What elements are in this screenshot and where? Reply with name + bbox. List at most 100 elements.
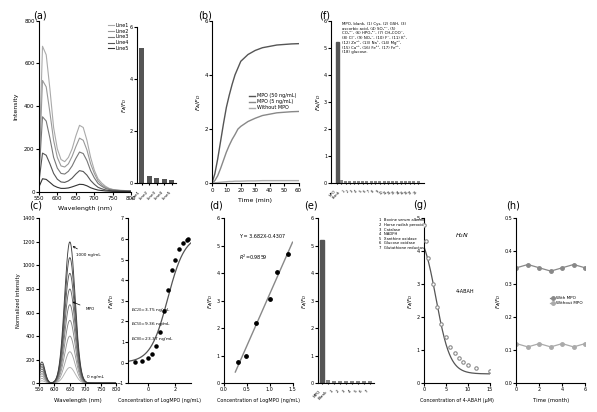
Y-axis label: Intensity: Intensity [14, 92, 19, 120]
With MPO [581, 265, 589, 270]
Line4 [91, 182, 98, 187]
MPO (50 ng/mL) [208, 181, 216, 186]
Line3 [124, 189, 131, 194]
MPO (5 ng/mL) [281, 110, 288, 115]
Point [156, 328, 165, 335]
Y-axis label: $F_A/F_D$: $F_A/F_D$ [120, 97, 128, 113]
MPO (5 ng/mL) [273, 110, 281, 115]
Without MPO [237, 179, 244, 184]
Point [432, 304, 442, 311]
X-axis label: Concentration of LogMPO (ng/mL): Concentration of LogMPO (ng/mL) [118, 398, 201, 403]
Line5 [57, 186, 64, 191]
Point [152, 343, 161, 349]
Line1 [50, 125, 57, 130]
Line1 [94, 176, 101, 181]
Line1 [102, 184, 109, 189]
Line1 [109, 187, 116, 192]
Without MPO [524, 344, 531, 349]
Without MPO [229, 179, 236, 184]
With MPO [570, 262, 577, 267]
Text: $EC_{80}$=23.37 ng/mL: $EC_{80}$=23.37 ng/mL [131, 335, 174, 343]
Bar [378, 180, 381, 183]
Line4 [113, 188, 120, 193]
Bar [357, 180, 360, 183]
Line3 [76, 150, 83, 154]
Without MPO [273, 178, 281, 183]
Line2 [65, 162, 72, 166]
Line4 [47, 162, 54, 166]
With MPO [536, 265, 543, 270]
X-axis label: Concentration of 4-ABAH (μM): Concentration of 4-ABAH (μM) [420, 398, 494, 403]
MPO (5 ng/mL) [226, 143, 233, 148]
With MPO [559, 265, 566, 270]
Line: Without MPO: Without MPO [212, 180, 298, 183]
Line4 [109, 188, 116, 193]
Text: 1000 ng/mL: 1000 ng/mL [73, 246, 101, 257]
Bar [356, 381, 360, 383]
Line1 [84, 138, 91, 143]
Line2 [72, 144, 79, 149]
Line3 [116, 188, 124, 193]
Line4 [87, 178, 94, 183]
Without MPO [223, 179, 230, 184]
Point [463, 362, 472, 368]
MPO (5 ng/mL) [220, 158, 227, 163]
Without MPO [266, 178, 273, 183]
Line2 [50, 138, 57, 143]
Line3 [84, 158, 91, 163]
Line5 [98, 188, 105, 193]
Line1 [69, 146, 76, 151]
Bar [365, 180, 368, 183]
Bar [338, 381, 342, 383]
Line2 [94, 178, 101, 183]
MPO (50 ng/mL) [259, 45, 266, 50]
Line3 [47, 136, 54, 140]
Bar [147, 176, 152, 183]
Line5 [109, 189, 116, 194]
MPO (50 ng/mL) [226, 93, 233, 98]
Line5 [35, 185, 42, 190]
Line2 [79, 138, 87, 143]
Line1 [116, 188, 124, 193]
Line2 [61, 164, 68, 169]
Text: 0 ng/mL: 0 ng/mL [87, 375, 104, 379]
Line2 [91, 171, 98, 176]
Without MPO [244, 178, 251, 183]
Bar [170, 180, 174, 183]
MPO (50 ng/mL) [217, 139, 224, 144]
Line5 [116, 189, 124, 194]
MPO (5 ng/mL) [244, 119, 251, 124]
Line3 [94, 181, 101, 186]
Bar [383, 180, 386, 183]
X-axis label: Concentration of LogMPO (ng/mL): Concentration of LogMPO (ng/mL) [217, 398, 300, 403]
Point [445, 344, 455, 350]
Line5 [79, 182, 87, 187]
Without MPO [559, 341, 566, 346]
Bar [362, 381, 366, 383]
Line1 [98, 180, 105, 185]
Line5 [87, 185, 94, 190]
Line3 [121, 188, 128, 193]
Bar [404, 180, 407, 183]
Without MPO [259, 178, 266, 183]
MPO (50 ng/mL) [220, 121, 227, 126]
Point [423, 255, 433, 261]
Bar [332, 381, 336, 383]
MPO (5 ng/mL) [208, 181, 216, 186]
Line3 [57, 171, 64, 176]
Line4 [50, 171, 57, 176]
Without MPO [234, 179, 241, 184]
Line4 [54, 177, 61, 182]
Line5 [124, 189, 131, 194]
Line: Line3: Line3 [39, 117, 131, 191]
Text: $H_2N$: $H_2N$ [456, 232, 469, 241]
Line2 [102, 185, 109, 190]
Line4 [98, 186, 105, 191]
Bar [340, 180, 343, 183]
Line5 [47, 180, 54, 185]
Line: Line1: Line1 [39, 46, 131, 191]
MPO (50 ng/mL) [223, 105, 230, 110]
Line4 [124, 189, 131, 194]
Line1 [61, 159, 68, 164]
Line2 [113, 187, 120, 192]
